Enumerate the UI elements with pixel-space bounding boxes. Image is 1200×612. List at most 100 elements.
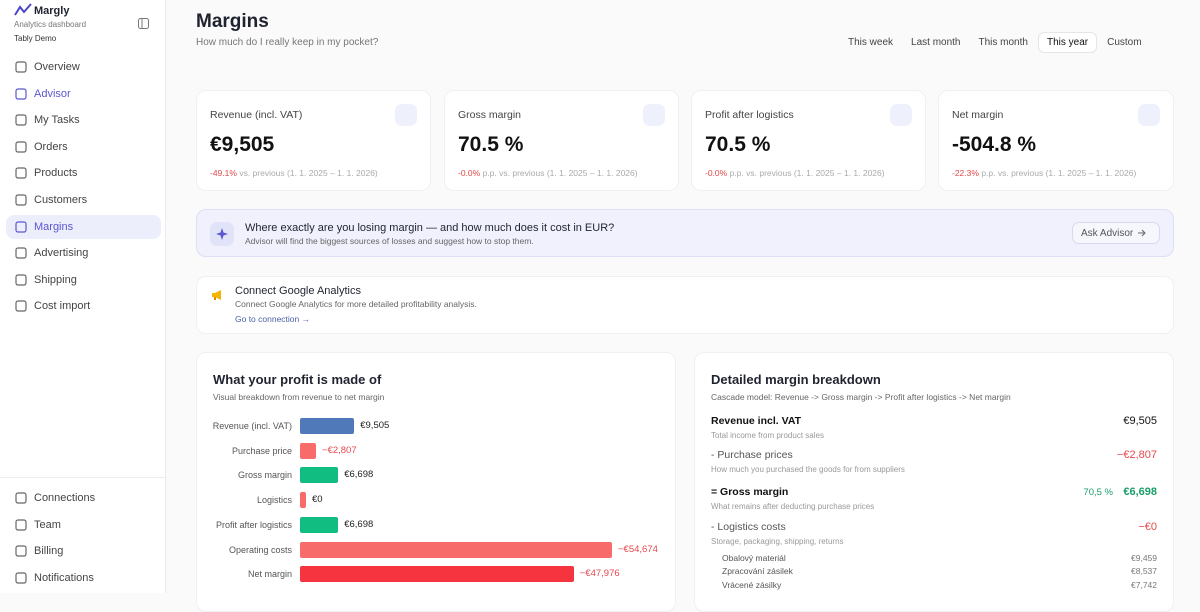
nav-label: Advertising	[34, 247, 89, 260]
nav-item[interactable]: Team	[6, 513, 161, 537]
chart-row: Logistics €0	[197, 490, 677, 510]
row-label: - Logistics costs	[711, 521, 786, 533]
nav-item[interactable]: Notifications	[6, 566, 161, 590]
ga-title: Connect Google Analytics	[235, 285, 361, 297]
kpi-note: p.p. vs. previous (1. 1. 2025 – 1. 1. 20…	[981, 168, 1137, 178]
megaphone-icon	[212, 290, 221, 300]
subrow-value: €7,742	[1131, 579, 1157, 590]
nav-icon	[15, 274, 27, 286]
subrow-value: €8,537	[1131, 566, 1157, 577]
breakdown-subtitle: Cascade model: Revenue -> Gross margin -…	[711, 392, 1011, 402]
arrow-icon	[1138, 229, 1146, 237]
nav-item[interactable]: Advisor	[6, 82, 161, 106]
row-value: €9,505	[1123, 415, 1157, 427]
value-label: €6,698	[344, 518, 374, 530]
chart-row: Operating costs −€54,674	[197, 540, 677, 560]
period-tab[interactable]: Last month	[911, 37, 961, 48]
kpi-icon	[1138, 104, 1160, 126]
bar	[300, 418, 355, 434]
nav-icon	[15, 61, 27, 73]
kpi-change: -0.0%	[458, 168, 481, 178]
banner-title: Where exactly are you losing margin — an…	[245, 222, 615, 234]
chart-row: Revenue (incl. VAT) €9,505	[197, 416, 677, 436]
logo	[14, 3, 32, 16]
kpi-icon	[395, 104, 417, 126]
chart-subtitle: Visual breakdown from revenue to net mar…	[213, 392, 385, 402]
kpi-label: Net margin	[952, 109, 1004, 121]
kpi-change-line: -49.1% vs. previous (1. 1. 2025 – 1. 1. …	[210, 168, 378, 178]
nav-icon	[15, 545, 27, 557]
value-label: −€2,807	[322, 444, 357, 456]
kpi-icon	[643, 104, 665, 126]
bar	[300, 541, 612, 558]
nav-item[interactable]: Overview	[6, 55, 161, 79]
collapse-button[interactable]	[138, 18, 149, 29]
nav-item[interactable]: Billing	[6, 539, 161, 563]
advisor-icon	[210, 222, 234, 246]
banner-text: Advisor will find the biggest sources of…	[245, 236, 534, 246]
row-pct: 70,5 %	[1083, 487, 1113, 498]
row-label: = Gross margin	[711, 486, 789, 498]
category-label: Purchase price	[231, 445, 292, 456]
period-tab[interactable]: This year	[1037, 32, 1098, 53]
category-label: Net margin	[247, 569, 292, 580]
ask-advisor-button[interactable]: Ask Advisor	[1072, 222, 1160, 244]
nav-icon	[15, 518, 27, 531]
nav-label: Margins	[34, 220, 74, 233]
nav-label: Advisor	[34, 87, 71, 100]
bar	[300, 516, 339, 533]
nav-item[interactable]: Products	[6, 161, 161, 185]
category-label: Gross margin	[237, 470, 292, 481]
bar	[300, 492, 306, 509]
kpi-label: Revenue (incl. VAT)	[210, 109, 303, 121]
tagline: Analytics dashboard	[14, 20, 87, 29]
period-tab[interactable]: This month	[978, 37, 1028, 48]
kpi-card: Revenue (incl. VAT) €9,505 -49.1% vs. prev…	[196, 90, 431, 191]
nav-item[interactable]: Advertising	[6, 241, 161, 265]
kpi-change: -0.0%	[705, 168, 728, 178]
category-label: Profit after logistics	[215, 519, 292, 530]
breakdown-title: Detailed margin breakdown	[711, 372, 881, 387]
nav-item[interactable]: Shipping	[6, 268, 161, 292]
ga-link[interactable]: Go to connection →	[235, 314, 311, 324]
kpi-label: Gross margin	[458, 109, 522, 121]
category-label: Revenue (incl. VAT)	[212, 421, 292, 431]
nav-item[interactable]: Customers	[6, 188, 161, 212]
row-value: −€2,807	[1116, 449, 1157, 461]
kpi-card: Net margin -504.8 % -22.3% p.p. vs. previo…	[938, 90, 1174, 191]
row-desc: Total income from product sales	[711, 431, 824, 440]
kpi-change: -49.1%	[210, 168, 237, 178]
nav-item[interactable]: Orders	[6, 135, 161, 159]
row-value: −€0	[1138, 521, 1157, 533]
kpi-value: 70.5 %	[458, 133, 524, 156]
nav-label: Customers	[34, 194, 88, 206]
nav-item[interactable]: Margins	[6, 214, 161, 239]
value-label: €6,698	[344, 469, 374, 481]
page-title: Margins	[196, 11, 269, 32]
chart-title: What your profit is made of	[213, 372, 382, 387]
kpi-label: Profit after logistics	[705, 109, 794, 121]
nav-item[interactable]: Cost import	[6, 294, 161, 318]
sidebar: Margly Analytics dashboard Tably Demo Ov…	[0, 0, 166, 593]
nav-label: Billing	[34, 545, 64, 558]
category-label: Operating costs	[228, 544, 292, 555]
kpi-value: -504.8 %	[952, 133, 1037, 156]
kpi-change-line: -0.0% p.p. vs. previous (1. 1. 2025 – 1.…	[705, 168, 885, 178]
period-tab[interactable]: Custom	[1107, 37, 1142, 48]
chart-row: Net margin −€47,976	[197, 564, 677, 584]
brand: Margly	[34, 5, 70, 17]
nav-label: My Tasks	[34, 114, 80, 127]
period-tab[interactable]: This week	[848, 37, 894, 48]
nav-icon	[15, 300, 27, 312]
separator	[0, 477, 166, 478]
kpi-icon	[890, 104, 912, 126]
button-label: Ask Advisor	[1081, 227, 1134, 239]
nav-icon	[15, 572, 27, 584]
page-subtitle: How much do I really keep in my pocket?	[196, 37, 379, 48]
nav-item[interactable]: My Tasks	[6, 108, 161, 132]
chart-row: Profit after logistics €6,698	[197, 515, 677, 535]
nav-item[interactable]: Connections	[6, 486, 161, 510]
row-label: - Purchase prices	[711, 449, 793, 461]
nav-icon	[15, 114, 27, 126]
chart-row: Purchase price −€2,807	[197, 441, 677, 461]
